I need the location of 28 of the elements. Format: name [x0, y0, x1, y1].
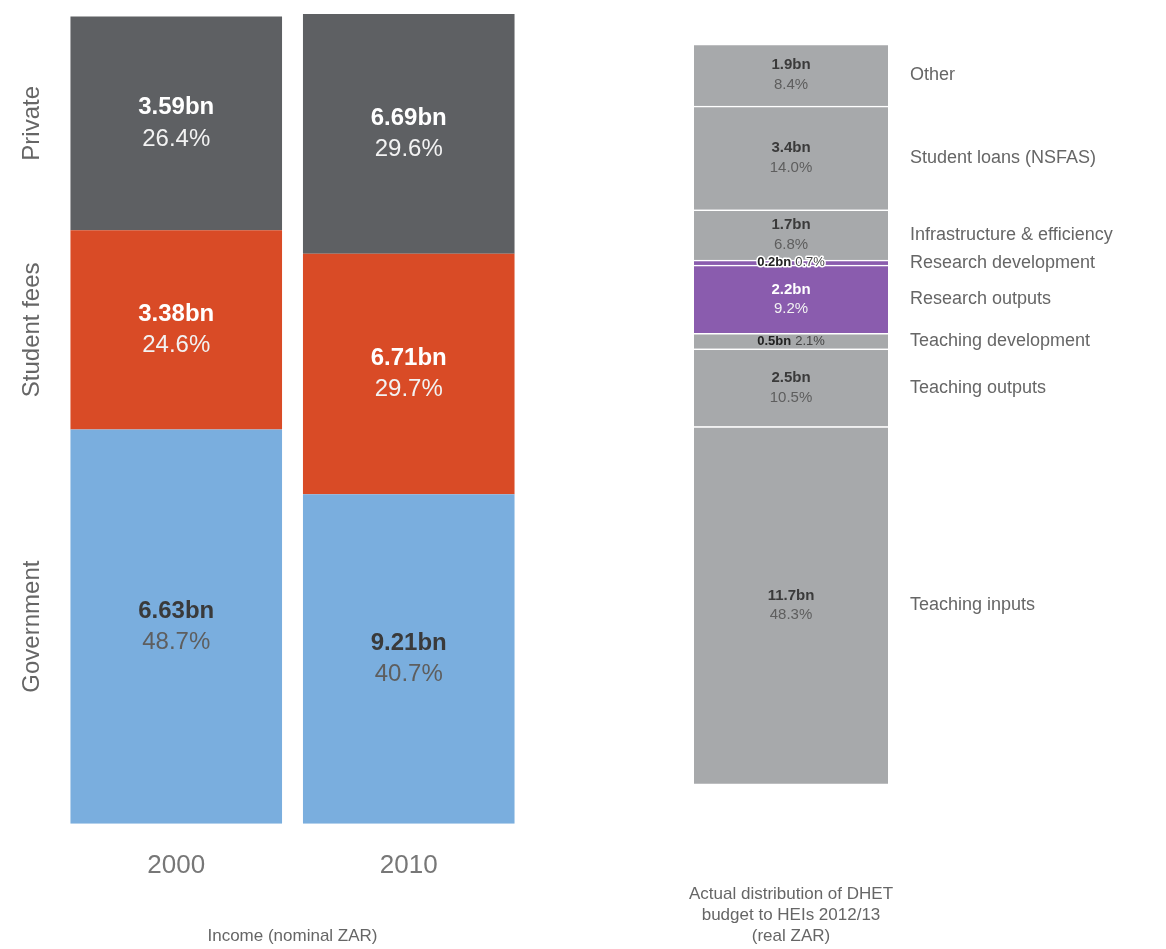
- data-label: 11.7bn 48.3%: [767, 585, 815, 623]
- data-label: 3.38bn 24.6%: [138, 298, 215, 358]
- series-label: Research development: [910, 251, 1096, 272]
- series-label: Infrastructure & efficiency: [910, 223, 1113, 244]
- text: Private: [16, 85, 44, 161]
- data-label: 2.5bn 10.5%: [769, 368, 813, 405]
- text: Government: [16, 560, 44, 693]
- data-label: 1.9bn 8.4%: [771, 55, 811, 92]
- series-label: Teaching inputs: [910, 594, 1036, 615]
- data-label: 0.5bn 2.1%: [757, 332, 826, 348]
- x-axis-title: Income (nominal ZAR): [207, 926, 378, 945]
- data-label: 6.63bn 48.7%: [138, 595, 215, 654]
- series-label: Other: [910, 64, 956, 85]
- series-label: Research outputs: [910, 288, 1052, 309]
- data-label: 9.21bn 40.7%: [370, 628, 447, 687]
- series-label: Teaching outputs: [910, 376, 1047, 397]
- x-tick-label: 2000: [147, 848, 206, 879]
- text: Student fees: [16, 262, 44, 398]
- x-axis-title: Actual distribution of DHET budget to HEIs 2012/13 (real ZAR): [688, 884, 894, 945]
- series-label: Student loans (NSFAS): [910, 146, 1097, 167]
- data-label: 6.69bn 29.6%: [370, 102, 447, 162]
- series-label: Teaching development: [910, 330, 1091, 350]
- data-label: 6.71bn 29.7%: [370, 342, 447, 402]
- data-label: 2.2bn 9.2%: [771, 279, 811, 317]
- data-label: 1.7bn 6.8%: [771, 215, 811, 252]
- x-tick-label: 2010: [379, 848, 438, 879]
- data-label: 3.59bn 26.4%: [138, 92, 215, 151]
- data-label: 3.4bn 14.0%: [769, 138, 813, 175]
